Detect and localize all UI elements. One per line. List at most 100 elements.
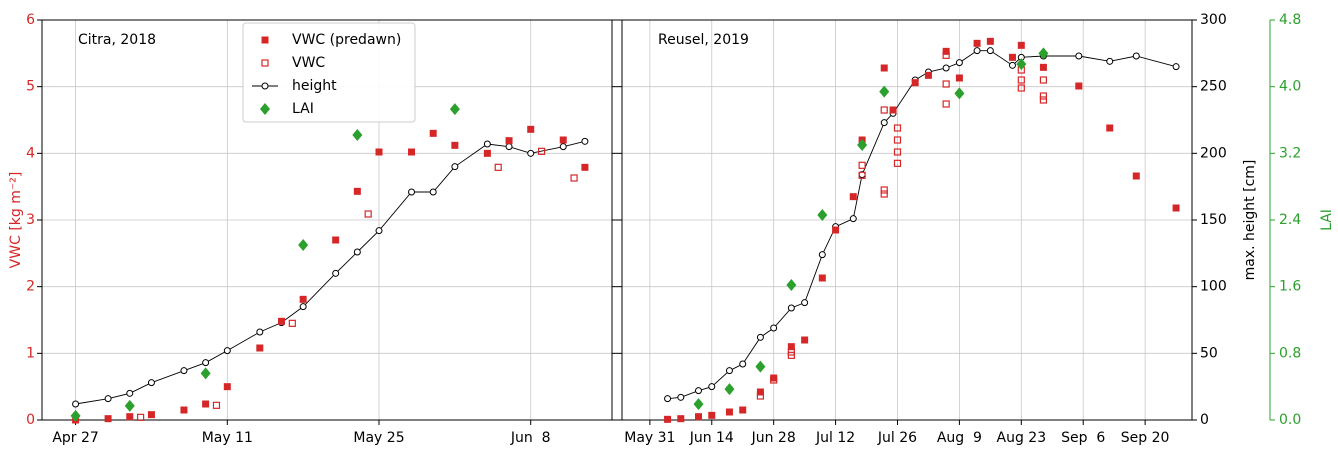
vwc-predawn-marker [408, 148, 416, 156]
x-tick-label: Jul 12 [815, 430, 855, 446]
y-tick-label: 4 [26, 145, 35, 161]
height-marker [708, 383, 716, 391]
vwc-predawn-marker [708, 411, 716, 419]
height-marker [986, 47, 994, 55]
lai-marker [1038, 47, 1049, 60]
height-marker [818, 251, 826, 259]
vwc-marker [893, 148, 902, 156]
height-marker [429, 188, 437, 196]
y2-tick-label: 0 [1200, 412, 1209, 428]
height-marker [695, 387, 703, 395]
legend-marker [260, 103, 270, 115]
height-marker [1172, 63, 1180, 71]
panel-title: Reusel, 2019 [658, 32, 749, 48]
y2-axis-label: max. height [cm] [1242, 160, 1258, 281]
vwc-marker [494, 163, 502, 171]
vwc-marker [570, 174, 578, 182]
height-marker [256, 328, 264, 336]
y3-tick-label: 4.8 [1279, 12, 1301, 28]
y-tick-label: 1 [26, 345, 35, 361]
vwc-predawn-marker [375, 148, 383, 156]
vwc-predawn-marker [180, 406, 188, 414]
lai-marker [724, 383, 735, 396]
vwc-predawn-marker [695, 413, 703, 421]
y2-tick-label: 200 [1200, 145, 1227, 161]
vwc-marker [537, 147, 546, 155]
height-marker [677, 393, 685, 401]
x-tick-label: Apr 27 [52, 430, 98, 446]
x-tick-label: Jun 28 [751, 430, 796, 446]
height-marker [332, 269, 340, 277]
vwc-predawn-marker [451, 141, 459, 149]
y3-tick-label: 2.4 [1279, 212, 1301, 228]
lai-marker [954, 87, 965, 100]
vwc-marker [880, 190, 888, 198]
vwc-predawn-marker [832, 226, 840, 234]
legend-marker [261, 82, 269, 90]
legend: VWC (predawn) VWC height LAI [242, 22, 416, 123]
vwc-marker [942, 80, 950, 88]
x-tick-label: Aug 23 [997, 430, 1047, 446]
height-marker [408, 188, 416, 196]
vwc-predawn-marker [1017, 41, 1025, 49]
legend-label: VWC [292, 55, 325, 71]
vwc-marker [212, 401, 221, 409]
y-tick-label: 6 [26, 12, 35, 28]
vwc-marker [770, 376, 778, 384]
height-marker [973, 47, 981, 55]
y-tick-label: 0 [26, 412, 35, 428]
vwc-predawn-marker [880, 64, 888, 72]
lai-marker [298, 239, 309, 251]
vwc-marker [893, 124, 902, 132]
vwc-predawn-marker [725, 408, 733, 416]
height-marker [801, 299, 809, 307]
vwc-marker [858, 171, 866, 179]
vwc-predawn-marker [801, 336, 809, 344]
height-marker [1008, 61, 1016, 69]
lai-marker [449, 103, 460, 116]
vwc-predawn-marker [332, 236, 340, 244]
vwc-marker [880, 186, 888, 194]
height-marker [451, 163, 459, 171]
vwc-predawn-marker [849, 193, 857, 201]
x-tick-label: May 25 [353, 430, 404, 446]
legend-marker [261, 36, 269, 44]
vwc-marker [1039, 96, 1048, 104]
height-marker [756, 333, 764, 341]
vwc-predawn-marker [1075, 82, 1083, 90]
vwc-predawn-marker [527, 125, 535, 133]
vwc-marker [288, 319, 296, 327]
vwc-predawn-marker [739, 406, 747, 414]
height-marker [664, 395, 672, 403]
x-tick-label: Sep 20 [1121, 430, 1170, 446]
y2-tick-label: 50 [1200, 345, 1218, 361]
y2-tick-label: 300 [1200, 12, 1227, 28]
legend-label: VWC (predawn) [292, 32, 401, 48]
panel: May 31 Jun 14 Jun 28 Jul 12 Jul 26 Aug 9 Aug 2… [617, 12, 1227, 446]
vwc-predawn-marker [147, 411, 155, 419]
height-marker [223, 347, 231, 355]
lai-marker [755, 360, 766, 373]
vwc-predawn-marker [277, 317, 285, 325]
vwc-marker [756, 392, 765, 400]
height-marker [202, 359, 210, 367]
vwc-predawn-marker [581, 163, 589, 171]
height-marker [180, 367, 188, 375]
vwc-predawn-marker [973, 39, 981, 47]
height-marker [527, 149, 535, 157]
vwc-predawn-marker [256, 344, 264, 352]
vwc-predawn-marker [787, 343, 795, 351]
y2-tick-label: 150 [1200, 212, 1227, 228]
vwc-predawn-marker [756, 388, 764, 396]
lai-marker [124, 399, 135, 412]
height-marker [375, 227, 383, 235]
vwc-marker [364, 210, 372, 218]
vwc-predawn-marker [1172, 204, 1180, 212]
lai-marker [352, 129, 363, 141]
vwc-predawn-marker [483, 149, 491, 157]
vwc-marker [942, 100, 950, 108]
vwc-marker [1017, 76, 1025, 84]
height-marker [770, 324, 778, 332]
vwc-predawn-marker [1106, 124, 1114, 132]
